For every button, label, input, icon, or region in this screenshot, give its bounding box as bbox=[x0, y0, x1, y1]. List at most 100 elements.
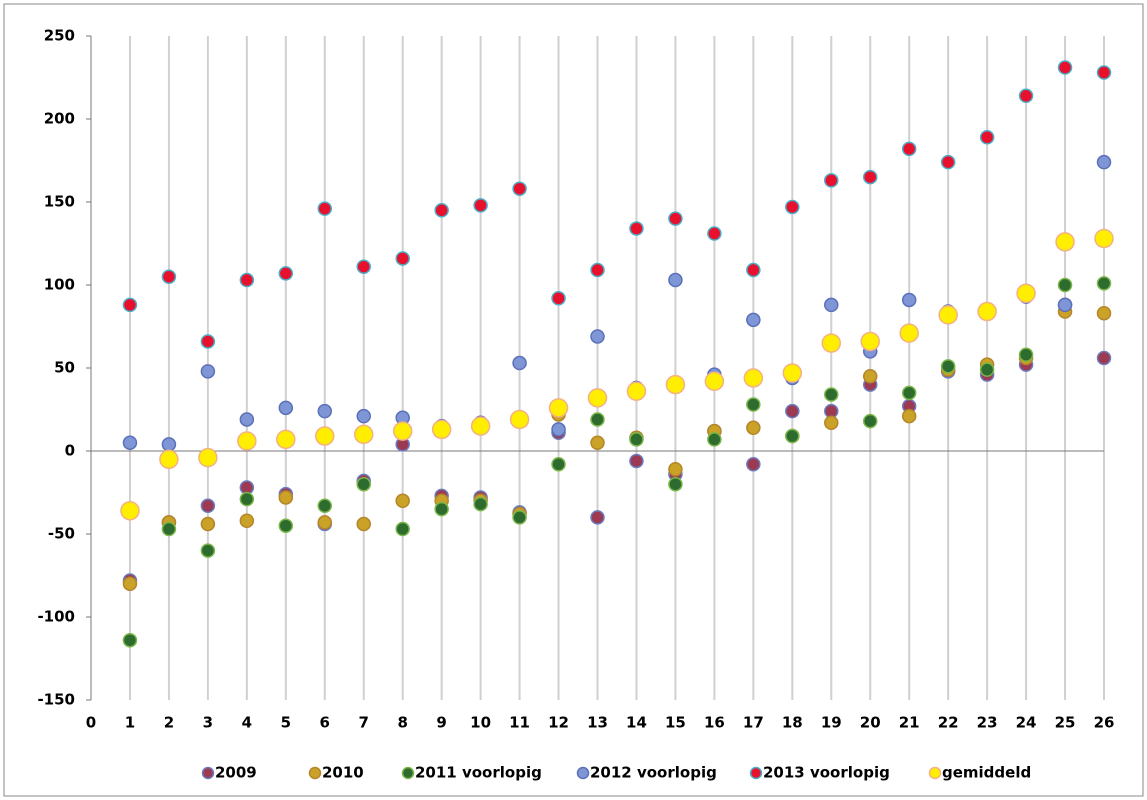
x-tick-label: 11 bbox=[509, 714, 530, 732]
data-point bbox=[668, 211, 683, 226]
data-point bbox=[239, 513, 255, 528]
x-tick-label: 18 bbox=[782, 714, 803, 732]
legend-marker bbox=[401, 766, 415, 780]
data-point bbox=[353, 424, 374, 445]
data-point bbox=[161, 437, 177, 452]
data-point bbox=[824, 387, 839, 402]
data-point bbox=[590, 329, 605, 344]
legend-marker bbox=[928, 766, 942, 780]
data-point bbox=[512, 510, 527, 525]
data-point bbox=[239, 491, 255, 507]
data-point bbox=[901, 141, 917, 157]
data-point bbox=[746, 420, 761, 436]
legend-marker bbox=[201, 766, 215, 780]
data-point bbox=[590, 262, 605, 278]
data-point bbox=[901, 385, 917, 401]
x-tick-label: 19 bbox=[821, 714, 842, 732]
y-tick-label: -100 bbox=[37, 608, 75, 626]
x-tick-label: 25 bbox=[1055, 714, 1076, 732]
data-point bbox=[434, 501, 449, 517]
data-point bbox=[901, 408, 917, 424]
x-tick-label: 10 bbox=[470, 714, 491, 732]
data-point bbox=[159, 449, 179, 470]
x-tick-label: 22 bbox=[938, 714, 959, 732]
data-point bbox=[1055, 232, 1075, 252]
x-tick-label: 20 bbox=[860, 714, 881, 732]
data-point bbox=[1018, 88, 1034, 104]
data-point bbox=[473, 496, 488, 512]
y-tick-label: 150 bbox=[44, 193, 75, 211]
data-point bbox=[512, 355, 527, 371]
data-point bbox=[979, 362, 995, 377]
data-point bbox=[551, 291, 566, 306]
x-tick-label: 24 bbox=[1016, 714, 1037, 732]
data-point bbox=[473, 198, 488, 213]
data-point bbox=[704, 371, 725, 392]
y-tick-label: 100 bbox=[44, 276, 75, 294]
data-point bbox=[122, 435, 138, 450]
data-point bbox=[239, 272, 255, 288]
data-point bbox=[392, 421, 413, 441]
data-point bbox=[1096, 276, 1112, 291]
x-tick-label: 1 bbox=[125, 714, 135, 732]
x-tick-label: 26 bbox=[1094, 714, 1115, 732]
data-point bbox=[1057, 277, 1073, 293]
data-point bbox=[977, 301, 997, 322]
x-tick-label: 0 bbox=[86, 714, 96, 732]
data-point bbox=[237, 431, 257, 451]
x-tick-label: 16 bbox=[704, 714, 725, 732]
x-tick-label: 8 bbox=[397, 714, 407, 732]
data-point bbox=[938, 305, 958, 325]
legend-label: 2013 voorlopig bbox=[763, 764, 890, 782]
data-point bbox=[356, 259, 371, 274]
data-point bbox=[1016, 283, 1036, 304]
data-point bbox=[470, 416, 491, 436]
data-point bbox=[509, 409, 530, 430]
legend-marker bbox=[308, 766, 322, 780]
legend-label: 2011 voorlopig bbox=[415, 764, 542, 782]
data-point bbox=[899, 323, 919, 343]
data-point bbox=[122, 576, 138, 592]
data-point bbox=[1096, 305, 1112, 321]
legend-marker bbox=[576, 766, 590, 780]
data-point bbox=[626, 381, 647, 401]
data-point bbox=[551, 457, 566, 472]
data-point bbox=[785, 199, 800, 215]
data-point bbox=[629, 453, 644, 469]
data-point bbox=[860, 331, 880, 352]
data-point bbox=[317, 201, 333, 216]
data-point bbox=[824, 415, 839, 431]
data-point bbox=[434, 203, 449, 218]
data-point bbox=[317, 403, 333, 419]
data-point bbox=[431, 419, 452, 440]
data-point bbox=[276, 429, 296, 450]
data-point bbox=[629, 432, 644, 447]
data-point bbox=[317, 498, 333, 514]
data-point bbox=[940, 154, 956, 170]
data-point bbox=[668, 272, 683, 288]
legend-label: 2009 bbox=[215, 764, 257, 782]
data-point bbox=[668, 476, 683, 492]
x-tick-label: 13 bbox=[587, 714, 608, 732]
data-point bbox=[551, 422, 566, 437]
data-point bbox=[979, 130, 995, 145]
data-point bbox=[200, 543, 216, 558]
x-tick-label: 2 bbox=[164, 714, 174, 732]
data-point bbox=[356, 408, 371, 424]
data-point bbox=[668, 462, 683, 477]
data-point bbox=[122, 632, 138, 648]
data-point bbox=[746, 262, 761, 278]
x-tick-label: 21 bbox=[899, 714, 920, 732]
y-tick-label: -150 bbox=[37, 691, 75, 709]
y-tick-label: -50 bbox=[48, 525, 75, 543]
data-point bbox=[707, 432, 722, 447]
data-point bbox=[629, 221, 644, 236]
x-tick-label: 23 bbox=[977, 714, 998, 732]
data-point bbox=[239, 412, 255, 427]
data-point bbox=[1057, 60, 1073, 75]
x-tick-label: 14 bbox=[626, 714, 647, 732]
data-point bbox=[200, 364, 216, 379]
data-point bbox=[665, 374, 686, 395]
data-point bbox=[1096, 65, 1112, 80]
data-point bbox=[1018, 347, 1034, 362]
